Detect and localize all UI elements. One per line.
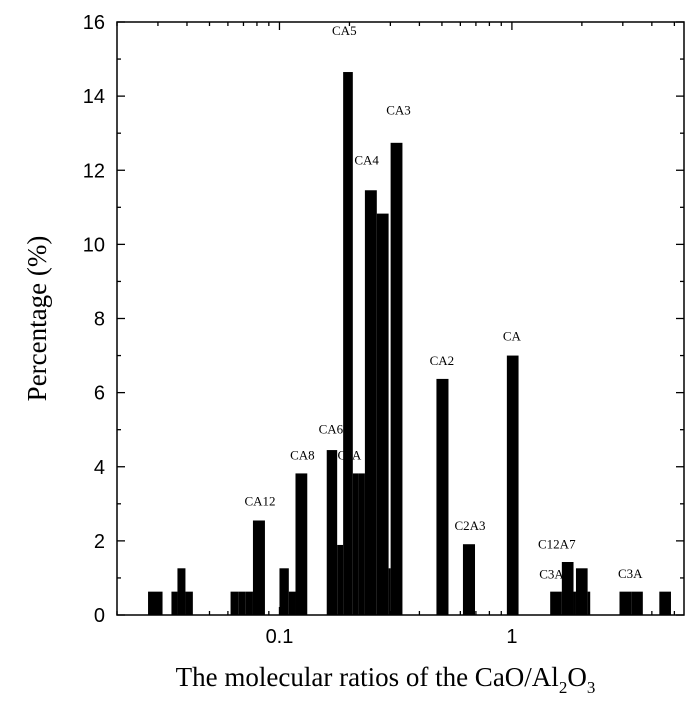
- annotations-group: CA12 CA8 CA6 C?A CA5 CA4 CA3 CA2 C2A3 CA C12A7 C3A C…: [244, 23, 643, 582]
- bar-15: [358, 473, 365, 615]
- bar-annotation-3: C?A: [337, 447, 361, 462]
- x-tick-label: 0.1: [266, 626, 294, 648]
- bar-24: [561, 562, 574, 615]
- y-tick-label: 12: [83, 160, 105, 182]
- y-tick-label: 14: [83, 86, 105, 108]
- x-axis-title-main: The molecular ratios of the CaO/Al: [176, 662, 559, 692]
- bar-4: [230, 591, 239, 615]
- bar-12: [337, 544, 344, 615]
- bar-2: [177, 568, 186, 615]
- bar-25: [573, 591, 576, 615]
- bar-27: [587, 591, 591, 615]
- bar-10: [295, 473, 308, 615]
- bar-30: [659, 591, 671, 615]
- bar-annotation-2: CA6: [319, 421, 344, 436]
- bar-5: [238, 591, 246, 615]
- x-axis-title-sub2: 3: [587, 678, 596, 697]
- bar-annotation-7: CA2: [430, 353, 455, 368]
- bar-18: [388, 568, 391, 615]
- bar-14: [352, 473, 359, 615]
- bar-29: [631, 591, 643, 615]
- bar-annotation-5: CA4: [354, 153, 379, 168]
- bar-annotation-1: CA8: [290, 447, 315, 462]
- x-tick-label: 1: [506, 626, 517, 648]
- y-axis-title: Percentage (%): [22, 236, 52, 402]
- bar-annotation-0: CA12: [244, 494, 275, 509]
- y-tick-label: 2: [94, 531, 105, 553]
- y-tick-label: 16: [83, 12, 105, 34]
- bar-13: [343, 72, 353, 615]
- bar-26: [575, 568, 588, 615]
- bar-20: [436, 378, 449, 615]
- bar-9: [288, 591, 296, 615]
- x-axis-title-sub1: 2: [559, 678, 568, 697]
- bar-annotation-10: C12A7: [538, 536, 576, 551]
- bar-22: [506, 355, 519, 615]
- bar-11: [326, 450, 338, 615]
- y-tick-label: 10: [83, 234, 105, 256]
- bar-1: [171, 591, 178, 615]
- ticks-group: 0 2 4 6 8 10 12 14 16 0.1 1: [83, 12, 684, 648]
- bar-annotation-9: CA: [503, 329, 522, 344]
- bars-group: [148, 72, 671, 616]
- bar-28: [619, 591, 632, 615]
- bar-annotation-12: C3A: [618, 566, 643, 581]
- x-axis-title: The molecular ratios of the CaO/Al2O3: [176, 662, 596, 697]
- bar-annotation-8: C2A3: [454, 518, 485, 533]
- bar-17: [376, 213, 389, 616]
- y-tick-label: 8: [94, 309, 105, 331]
- y-tick-label: 0: [94, 605, 105, 627]
- bar-annotation-6: CA3: [386, 103, 411, 118]
- bar-23: [550, 591, 562, 615]
- y-tick-label: 4: [94, 457, 105, 479]
- x-axis-title-mid: O: [567, 662, 587, 692]
- bar-7: [252, 520, 265, 615]
- bar-19: [390, 142, 403, 615]
- y-tick-label: 6: [94, 383, 105, 405]
- bar-annotation-11: C3A: [539, 567, 564, 582]
- bar-annotation-4: CA5: [332, 23, 357, 38]
- bar-16: [364, 190, 377, 615]
- bar-6: [245, 591, 253, 615]
- bar-0: [148, 591, 163, 615]
- bar-3: [185, 591, 193, 615]
- bar-8: [279, 568, 289, 615]
- bar-21: [462, 544, 476, 615]
